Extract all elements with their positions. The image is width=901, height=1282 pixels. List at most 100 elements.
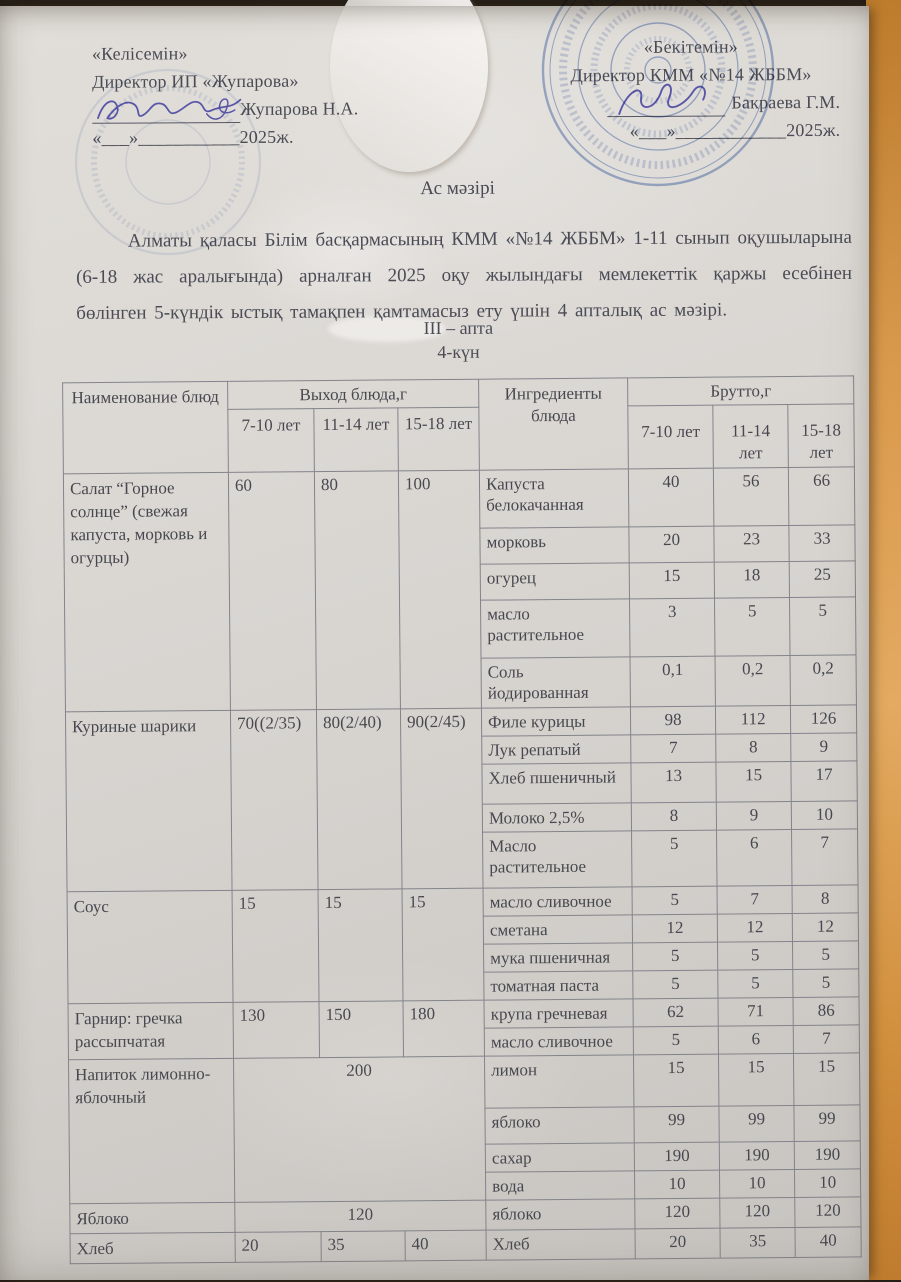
sleeve-glare-circle (330, 0, 488, 172)
menu-table-body: Салат “Горное солнце” (свежая капуста, м… (63, 466, 862, 1264)
brutto-value-cell: 15 (629, 562, 715, 599)
header-output-group: Выход блюда,г (227, 379, 479, 410)
brutto-value-cell: 86 (793, 996, 860, 1026)
ingredient-name-cell: сметана (483, 914, 633, 945)
brutto-value-cell: 5 (632, 970, 719, 999)
header-brutto-group: Брутто,г (627, 375, 854, 406)
ingredient-name-cell: томатная паста (483, 970, 634, 1001)
brutto-value-cell: 15 (715, 761, 792, 803)
brutto-value-cell: 71 (718, 997, 794, 1027)
brutto-value-cell: 120 (634, 1198, 721, 1229)
brutto-value-cell: 99 (718, 1105, 795, 1143)
brutto-value-cell: 10 (719, 1169, 795, 1199)
brutto-value-cell: 120 (794, 1196, 862, 1228)
brutto-value-cell: 5 (717, 941, 793, 971)
week-label: III – апта (423, 317, 494, 339)
table-row: Салат “Горное солнце” (свежая капуста, м… (63, 466, 855, 712)
brutto-value-cell: 12 (632, 914, 718, 943)
brutto-value-cell: 12 (717, 913, 793, 943)
brutto-value-cell: 13 (630, 762, 717, 803)
brutto-value-cell: 25 (789, 560, 856, 598)
header-age-col: 15-18 лет (397, 407, 480, 471)
brutto-value-cell: 6 (718, 1025, 794, 1055)
ingredient-name-cell: яблоко (485, 1198, 636, 1231)
ingredient-name-cell: Хлеб пшеничный (481, 762, 632, 805)
brutto-value-cell: 9 (790, 732, 857, 762)
output-value-cell: 20 (235, 1231, 322, 1263)
ingredient-name-cell: Хлеб (486, 1228, 636, 1261)
brutto-value-cell: 0,2 (715, 655, 791, 707)
output-value-cell: 130 (233, 1001, 320, 1059)
header-age-col: 7-10 лет (627, 405, 714, 469)
brutto-value-cell: 15 (793, 1052, 860, 1106)
approval-right-signer: Бакраева Г.М. (731, 91, 841, 113)
brutto-value-cell: 20 (635, 1228, 721, 1259)
ingredient-name-cell: крупа гречневая (484, 998, 634, 1029)
output-value-cell: 200 (233, 1056, 486, 1203)
brutto-value-cell: 12 (792, 912, 859, 942)
dish-name-cell: Салат “Горное солнце” (свежая капуста, м… (63, 472, 231, 712)
output-value-cell: 90(2/45) (400, 708, 484, 889)
ingredient-name-cell: Соль йодированная (481, 656, 631, 709)
ingredient-name-cell: масло сливочное (483, 886, 633, 917)
glare-spot (328, 316, 446, 342)
table-row: Напиток лимонно-яблочный 200 лимон 15 15 15 (68, 1052, 860, 1204)
brutto-value-cell: 7 (717, 885, 793, 915)
signature-line-left (92, 98, 242, 124)
brutto-value-cell: 99 (793, 1104, 861, 1142)
brutto-value-cell: 5 (632, 942, 718, 971)
approval-left-signer: Жупарова Н.А. (240, 98, 359, 120)
brutto-value-cell: 33 (788, 524, 856, 562)
output-value-cell: 120 (234, 1200, 487, 1233)
output-value-cell: 150 (319, 1000, 404, 1058)
dish-name-cell: Яблоко (69, 1202, 236, 1234)
brutto-value-cell: 20 (628, 526, 715, 563)
brutto-value-cell: 98 (630, 706, 716, 735)
approval-right-signer-line: Бакраева Г.М. (542, 83, 841, 118)
brutto-value-cell: 5 (792, 968, 860, 998)
approval-left-signer-line: Жупарова Н.А. (92, 94, 359, 124)
output-value-cell: 15 (402, 888, 485, 1001)
brutto-value-cell: 5 (717, 969, 794, 999)
menu-table-header: Наименование блюд Выход блюда,г Ингредие… (62, 375, 855, 474)
ingredient-name-cell: яблоко (484, 1106, 635, 1145)
approval-block-left: «Келісемін» Директор ИП «Жупарова» Жупар… (92, 38, 359, 151)
header-ingredients: Ингредиенты блюда (478, 377, 629, 471)
brutto-value-cell: 3 (629, 598, 716, 657)
brutto-value-cell: 5 (633, 1026, 719, 1055)
brutto-value-cell: 190 (634, 1142, 720, 1171)
brutto-value-cell: 10 (791, 800, 858, 830)
brutto-value-cell: 15 (718, 1053, 794, 1107)
ingredient-name-cell: огурец (480, 562, 630, 601)
dish-name-cell: Напиток лимонно-яблочный (68, 1058, 235, 1204)
approval-left-quote: «Келісемін» (91, 43, 188, 64)
output-value-cell: 40 (405, 1230, 487, 1261)
ingredient-name-cell: морковь (479, 526, 630, 565)
output-value-cell: 80(2/40) (316, 708, 403, 890)
approval-block-right: «Бекітемін» Директор КММ «№14 ЖББМ» Бакр… (542, 32, 841, 146)
brutto-value-cell: 120 (719, 1197, 796, 1229)
brutto-value-cell: 18 (714, 561, 790, 599)
brutto-value-cell: 7 (791, 828, 859, 886)
approval-right-quote: «Бекітемін» (643, 36, 739, 57)
output-value-cell: 35 (321, 1230, 406, 1262)
brutto-value-cell: 126 (790, 704, 857, 734)
document-content: «Келісемін» Директор ИП «Жупарова» Жупар… (0, 4, 872, 1282)
ingredient-name-cell: масло растительное (480, 598, 631, 659)
ingredient-name-cell: Капуста белокачанная (479, 468, 629, 529)
signature-line-right (607, 83, 726, 118)
dish-name-cell: Хлеб (70, 1232, 236, 1264)
brutto-value-cell: 0,1 (630, 656, 716, 707)
brutto-value-cell: 0,2 (790, 654, 857, 706)
brutto-value-cell: 66 (788, 466, 855, 526)
brutto-value-cell: 8 (715, 733, 791, 763)
header-age-col: 11-14 лет (313, 407, 399, 472)
brutto-value-cell: 112 (715, 705, 791, 735)
brutto-value-cell: 23 (713, 525, 790, 563)
day-label: 4-күн (437, 341, 480, 362)
brutto-value-cell: 6 (716, 829, 793, 887)
header-age-col: 7-10 лет (227, 408, 315, 473)
brutto-value-cell: 190 (794, 1140, 861, 1170)
dish-name-cell: Гарнир: гречка рассыпчатая (68, 1002, 234, 1060)
output-value-cell: 60 (228, 471, 317, 711)
